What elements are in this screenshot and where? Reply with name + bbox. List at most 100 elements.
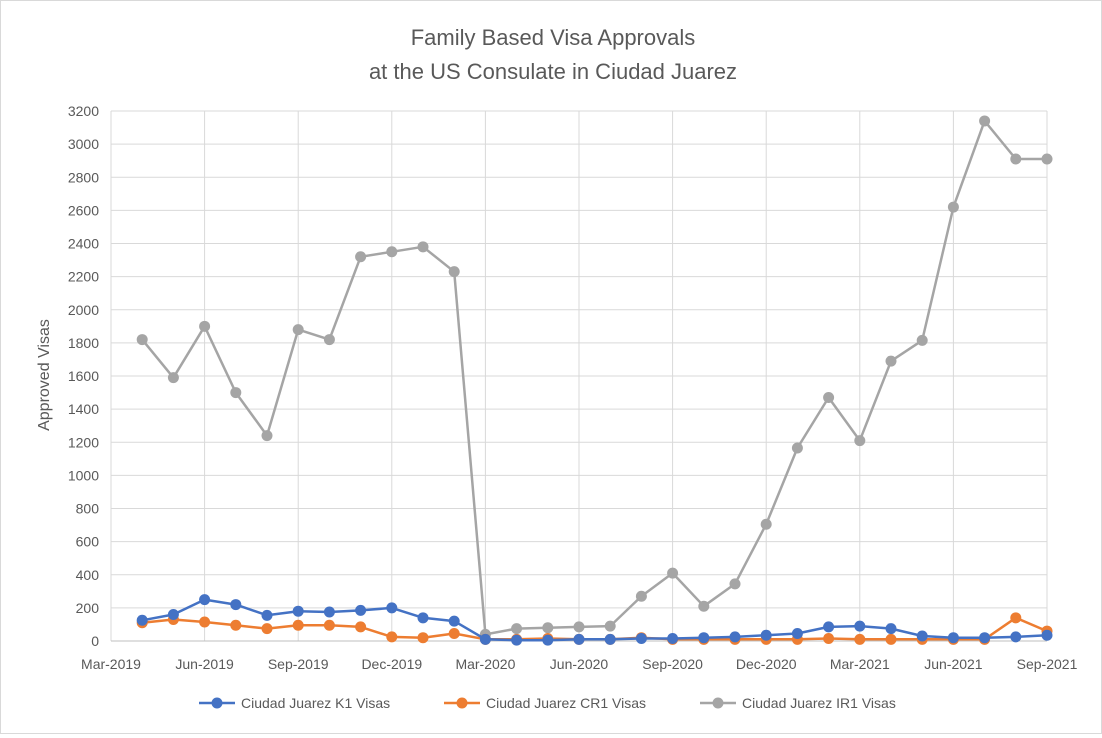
y-tick-label: 3000 [68,136,99,152]
y-tick-label: 2200 [68,269,99,285]
y-axis-ticks: 0 200 400 600 800 1000 1200 1400 1600 1800 2000 220… [68,103,99,649]
data-point [261,430,273,442]
data-point [1041,629,1053,641]
data-point [947,632,959,644]
data-point [885,355,897,367]
data-point [479,633,491,645]
data-point [573,633,585,645]
series-2 [136,115,1053,640]
y-tick-label: 2400 [68,236,99,252]
y-tick-label: 2800 [68,169,99,185]
data-point [448,615,460,627]
data-point [542,622,554,634]
data-point [292,605,304,617]
x-tick-label: Jun-2020 [550,656,609,672]
data-point [1010,612,1022,624]
data-point [823,621,835,633]
chart-title-line-1: Family Based Visa Approvals [411,25,696,50]
data-point [823,392,835,404]
data-point [417,612,429,624]
x-tick-label: Dec-2019 [361,656,422,672]
data-point [604,620,616,632]
data-point [448,628,460,640]
data-point [417,241,429,253]
x-tick-label: Jun-2021 [924,656,983,672]
x-tick-label: Mar-2019 [81,656,141,672]
data-point [355,621,367,633]
legend-marker [456,697,468,709]
series-line [141,598,1048,642]
data-point [511,623,523,635]
y-tick-label: 1600 [68,368,99,384]
gridlines [110,110,1048,642]
x-tick-label: Mar-2021 [830,656,890,672]
data-point [448,266,460,278]
data-point [854,633,866,645]
data-point [885,623,897,635]
data-point [355,604,367,616]
legend-marker [211,697,223,709]
data-point [947,201,959,213]
data-point [760,518,772,530]
legend-item-0: Ciudad Juarez K1 Visas [199,695,390,711]
y-tick-label: 3200 [68,103,99,119]
y-tick-label: 400 [76,567,100,583]
data-point [386,631,398,643]
data-point [542,634,554,646]
data-point [604,633,616,645]
data-point [760,629,772,641]
data-point [167,609,179,620]
data-point [791,628,803,640]
data-point [854,620,866,632]
data-point [323,606,335,618]
legend-label: Ciudad Juarez K1 Visas [241,695,390,711]
data-point [1041,153,1053,165]
y-tick-label: 1400 [68,401,99,417]
data-point [916,630,928,642]
series-line [141,119,1047,636]
y-axis-title: Approved Visas [36,319,53,431]
x-tick-label: Sep-2020 [642,656,703,672]
data-point [386,246,398,258]
x-tick-label: Mar-2020 [455,656,515,672]
data-point [573,621,585,633]
y-tick-label: 0 [91,633,99,649]
data-point [292,324,304,336]
data-point [355,251,367,263]
data-point [511,634,523,646]
data-point [635,633,647,645]
data-point [729,631,741,643]
series-0 [136,594,1053,646]
data-point [667,633,679,645]
chart-title-line-2: at the US Consulate in Ciudad Juarez [369,59,737,84]
y-tick-label: 800 [76,501,100,517]
y-tick-label: 200 [76,600,100,616]
data-point [386,602,398,614]
x-axis-ticks: Mar-2019 Jun-2019 Sep-2019 Dec-2019 Mar-2020… [81,656,1078,672]
data-point [791,442,803,454]
y-tick-label: 1800 [68,335,99,351]
data-point [199,594,211,606]
data-point [136,614,148,626]
data-point [635,590,647,602]
data-point [199,616,211,628]
legend-item-2: Ciudad Juarez IR1 Visas [700,695,896,711]
y-tick-label: 2000 [68,302,99,318]
y-tick-label: 1000 [68,467,99,483]
x-tick-label: Sep-2021 [1017,656,1078,672]
data-point [885,633,897,645]
data-point [1010,631,1022,643]
data-point [823,633,835,645]
y-tick-label: 600 [76,534,100,550]
data-point [1010,153,1022,165]
data-point [167,372,179,384]
data-point [729,578,741,590]
data-point [667,567,679,579]
x-tick-label: Sep-2019 [268,656,329,672]
x-tick-label: Dec-2020 [736,656,797,672]
data-point [261,609,273,621]
y-tick-label: 2600 [68,202,99,218]
data-point [698,632,710,644]
